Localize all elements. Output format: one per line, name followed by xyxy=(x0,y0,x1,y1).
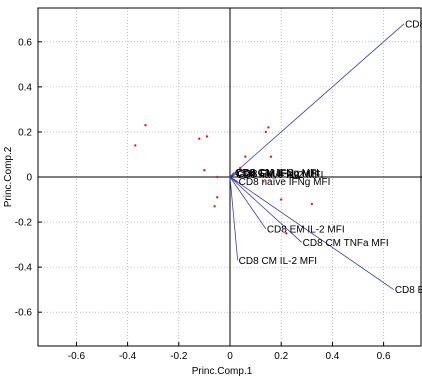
loading-vector-label: CD8 CM IFNg MFI xyxy=(236,168,319,179)
x-tick-label: 0 xyxy=(227,351,233,362)
loading-vector-line xyxy=(229,176,395,290)
y-tick-label: 0.6 xyxy=(18,37,32,48)
y-tick-label: 0.4 xyxy=(18,82,32,93)
loading-vector-label: CD8 CM TNFa MFI xyxy=(303,238,389,249)
score-point xyxy=(285,232,288,235)
loading-vector-line xyxy=(229,176,238,182)
score-points xyxy=(134,123,314,235)
loading-vector-label: CD8 naïve IFNg MFI xyxy=(239,177,331,188)
loading-vector-label: CD8 naïve IL-2 MFI xyxy=(236,170,323,181)
x-tick-label: 0.2 xyxy=(274,351,288,362)
loading-vector-label: CD8 EM IFNg MFI xyxy=(237,169,319,180)
loading-vector-label: CD8 EM IL-2 MFI xyxy=(267,224,345,235)
x-tick-label: 0.6 xyxy=(377,351,391,362)
loading-vector-label: CD8 CM IL-2 xyxy=(235,168,294,179)
tick-labels: -0.6 -0.4 -0.2 0 0.2 0.4 0.6 0.6 0.4 0.2 0 -0.2 -0.4… xyxy=(15,37,391,362)
score-point xyxy=(280,198,283,201)
score-point xyxy=(267,126,270,129)
score-point xyxy=(262,180,265,183)
score-point xyxy=(134,144,137,147)
loading-vector-line xyxy=(229,174,236,178)
score-point xyxy=(216,175,219,179)
score-point xyxy=(244,155,247,158)
score-point xyxy=(205,135,209,138)
loading-vector-line xyxy=(229,23,405,178)
loading-vector-line xyxy=(229,176,302,243)
score-point xyxy=(216,196,219,199)
loading-vector-label: CD8 CM IL-2 MFI xyxy=(239,256,317,267)
score-point xyxy=(269,155,273,158)
loading-vector-line xyxy=(229,172,235,178)
x-axis-label: Princ.Comp.1 xyxy=(192,366,253,377)
score-point xyxy=(213,205,216,208)
score-point xyxy=(203,169,206,172)
loading-vector-label: CD8 EM TNFa M xyxy=(395,285,422,296)
x-tick-label: -0.4 xyxy=(119,351,137,362)
score-point xyxy=(144,123,147,127)
loading-vector-label: CD8 naïve TNF xyxy=(405,19,422,30)
y-axis-label: Princ.Comp.2 xyxy=(3,146,14,207)
loading-vector-line xyxy=(229,176,239,261)
score-point xyxy=(310,202,314,206)
x-tick-label: -0.2 xyxy=(170,351,188,362)
x-tick-label: -0.6 xyxy=(68,351,86,362)
loading-vector-line xyxy=(229,176,267,230)
x-tick-label: 0.4 xyxy=(325,351,339,362)
score-point xyxy=(239,166,242,170)
y-tick-label: -0.6 xyxy=(15,308,33,319)
y-tick-label: 0.2 xyxy=(18,127,32,138)
score-point xyxy=(198,137,201,140)
y-tick-label: -0.2 xyxy=(15,218,33,229)
y-tick-label: -0.4 xyxy=(15,263,33,274)
y-tick-label: 0 xyxy=(26,173,32,184)
score-point xyxy=(264,130,268,134)
loading-vectors: CD8 naïve TNF CD8 EM TNFa M CD8 CM TNFa MF… xyxy=(229,19,422,296)
